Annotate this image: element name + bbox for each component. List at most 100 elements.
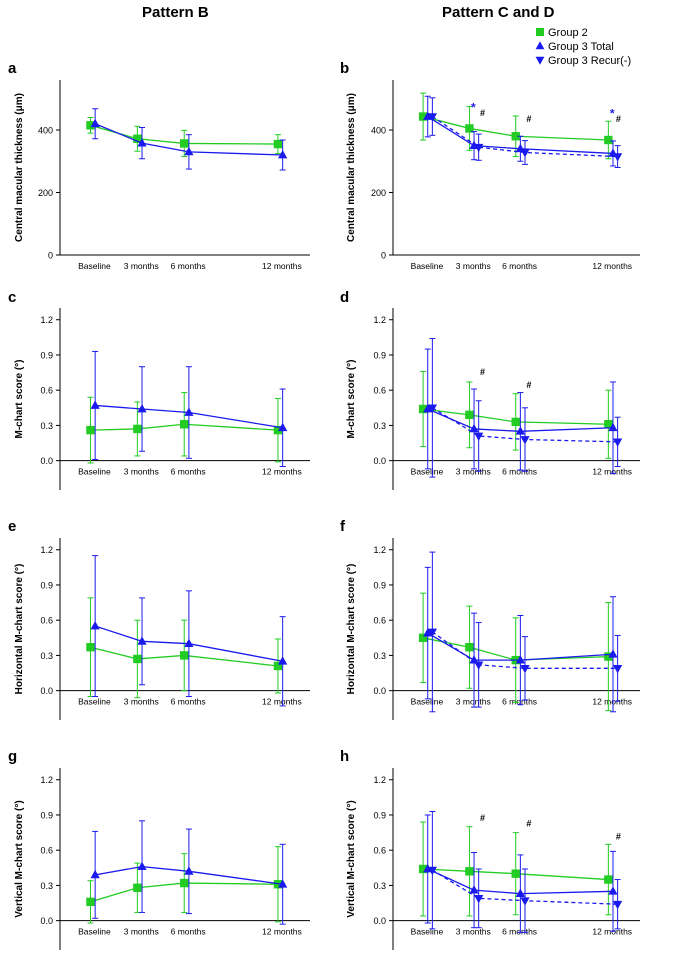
- series-line-g-1: [90, 882, 278, 903]
- legend-marker-3: [535, 56, 545, 65]
- x-tick-label-e-3: 12 months: [262, 697, 302, 707]
- x-tick-label-c-3: 12 months: [262, 467, 302, 477]
- point-b-2-0: [423, 111, 433, 120]
- x-tick-label-g-1: 3 months: [124, 927, 159, 937]
- legend-marker-2: [535, 41, 545, 50]
- x-tick-label-c-1: 3 months: [124, 467, 159, 477]
- series-h-1: [418, 821, 613, 917]
- y-tick-label-d-4: 1.2: [373, 315, 386, 325]
- x-tick-label-b-0: Baseline: [411, 261, 444, 271]
- x-tick-label-g-3: 12 months: [262, 927, 302, 937]
- point-c-2-0: [90, 400, 100, 409]
- x-tick-label-e-0: Baseline: [78, 697, 111, 707]
- annotation-b-2: #: [526, 114, 531, 124]
- point-e-1-0: [86, 643, 95, 652]
- x-tick-label-f-0: Baseline: [411, 697, 444, 707]
- point-b-1-3: [604, 135, 613, 145]
- point-d-3-3: [612, 438, 623, 447]
- point-f-3-2: [520, 664, 530, 674]
- y-tick-label-h-3: 0.9: [373, 810, 386, 820]
- point-h-2-3: [608, 886, 618, 895]
- annotation-h-0: #: [480, 813, 485, 823]
- y-tick-label-c-2: 0.6: [40, 386, 53, 396]
- annotation-b-3: *: [610, 107, 615, 121]
- x-tick-label-g-0: Baseline: [78, 927, 111, 937]
- point-h-3-2: [520, 897, 530, 906]
- point-h-3-3: [612, 900, 623, 910]
- legend-label-3: Group 3 Recur(-): [548, 55, 631, 67]
- point-d-3-0: [427, 404, 437, 413]
- series-line-b-2: [427, 116, 614, 155]
- x-tick-label-a-1: 3 months: [124, 261, 159, 271]
- annotation-d-1: #: [526, 380, 531, 390]
- point-e-1-2: [180, 651, 189, 660]
- y-tick-label-a-0: 0: [48, 251, 53, 261]
- point-h-1-2: [511, 869, 520, 878]
- point-a-2-3: [278, 149, 288, 159]
- x-tick-label-f-3: 12 months: [592, 697, 632, 707]
- point-a-1-0: [86, 121, 95, 130]
- series-d-2: [423, 348, 618, 475]
- point-a-2-2: [184, 146, 194, 156]
- x-tick-label-f-2: 6 months: [502, 697, 537, 707]
- x-tick-label-h-0: Baseline: [411, 927, 444, 937]
- annotation-b-0: *: [471, 100, 476, 114]
- y-tick-label-g-3: 0.9: [40, 810, 53, 820]
- point-b-1-1: [465, 124, 474, 133]
- y-tick-label-f-0: 0.0: [373, 686, 386, 696]
- point-f-2-0: [423, 628, 433, 637]
- y-tick-label-g-4: 1.2: [40, 775, 53, 785]
- panel-label-b: b: [340, 60, 349, 77]
- y-axis-label-b: Central macular thickness (μm): [346, 93, 357, 242]
- series-f-1: [418, 592, 613, 712]
- y-tick-label-b-1: 200: [371, 188, 386, 198]
- point-f-2-2: [515, 655, 525, 664]
- point-b-1-0: [418, 112, 428, 121]
- x-tick-label-f-1: 3 months: [456, 697, 491, 707]
- panel-label-d: d: [340, 289, 349, 306]
- y-tick-label-e-0: 0.0: [40, 686, 53, 696]
- y-tick-label-f-4: 1.2: [373, 545, 386, 555]
- y-tick-label-b-0: 0: [381, 251, 386, 261]
- point-g-2-3: [278, 879, 288, 888]
- y-tick-label-d-1: 0.3: [373, 421, 386, 431]
- y-tick-label-a-2: 400: [38, 126, 53, 136]
- point-a-1-3: [273, 139, 283, 149]
- chart-e: e 0.0 0.3 0.6 0.9 1.2 Horizontal M-chart score…: [8, 518, 310, 720]
- point-f-1-0: [418, 633, 428, 643]
- point-a-2-1: [137, 138, 147, 147]
- pattern-b-title: Pattern B: [142, 4, 209, 21]
- y-tick-label-e-2: 0.6: [40, 616, 53, 626]
- series-line-e-1: [90, 646, 279, 667]
- annotation-h-2: #: [616, 832, 621, 842]
- series-line-f-3: [431, 631, 618, 669]
- series-f-2: [423, 566, 618, 713]
- x-tick-label-d-0: Baseline: [411, 467, 444, 477]
- chart-g: g 0.0 0.3 0.6 0.9 1.2 Vertical M-chart score (…: [8, 748, 310, 950]
- chart-h: h 0.0 0.3 0.6 0.9 1.2 Vertical M-chart score (…: [340, 748, 640, 950]
- point-g-2-0: [90, 869, 100, 879]
- point-g-1-0: [86, 897, 95, 907]
- y-tick-label-g-2: 0.6: [40, 846, 53, 856]
- point-f-1-1: [465, 643, 474, 652]
- point-c-1-0: [86, 425, 95, 435]
- panel-label-a: a: [8, 60, 17, 77]
- point-e-2-0: [90, 621, 100, 630]
- chart-a: a 0 200 400 Central macular thickness (μm) Ba…: [8, 60, 310, 271]
- point-b-3-0: [427, 113, 437, 122]
- series-line-g-2: [95, 865, 283, 885]
- point-d-1-2: [511, 417, 520, 427]
- y-tick-label-b-2: 400: [371, 126, 386, 136]
- point-a-2-0: [90, 118, 100, 128]
- charts: a 0 200 400 Central macular thickness (μm) Ba…: [8, 60, 640, 950]
- series-h-3: [427, 810, 623, 933]
- y-tick-label-h-1: 0.3: [373, 881, 386, 891]
- pattern-cd-title: Pattern C and D: [442, 4, 555, 21]
- point-b-3-2: [520, 149, 530, 158]
- y-tick-label-a-1: 200: [38, 188, 53, 198]
- point-c-1-2: [180, 420, 189, 429]
- point-g-2-1: [137, 861, 147, 870]
- point-e-1-3: [273, 661, 283, 671]
- point-e-2-3: [278, 656, 288, 665]
